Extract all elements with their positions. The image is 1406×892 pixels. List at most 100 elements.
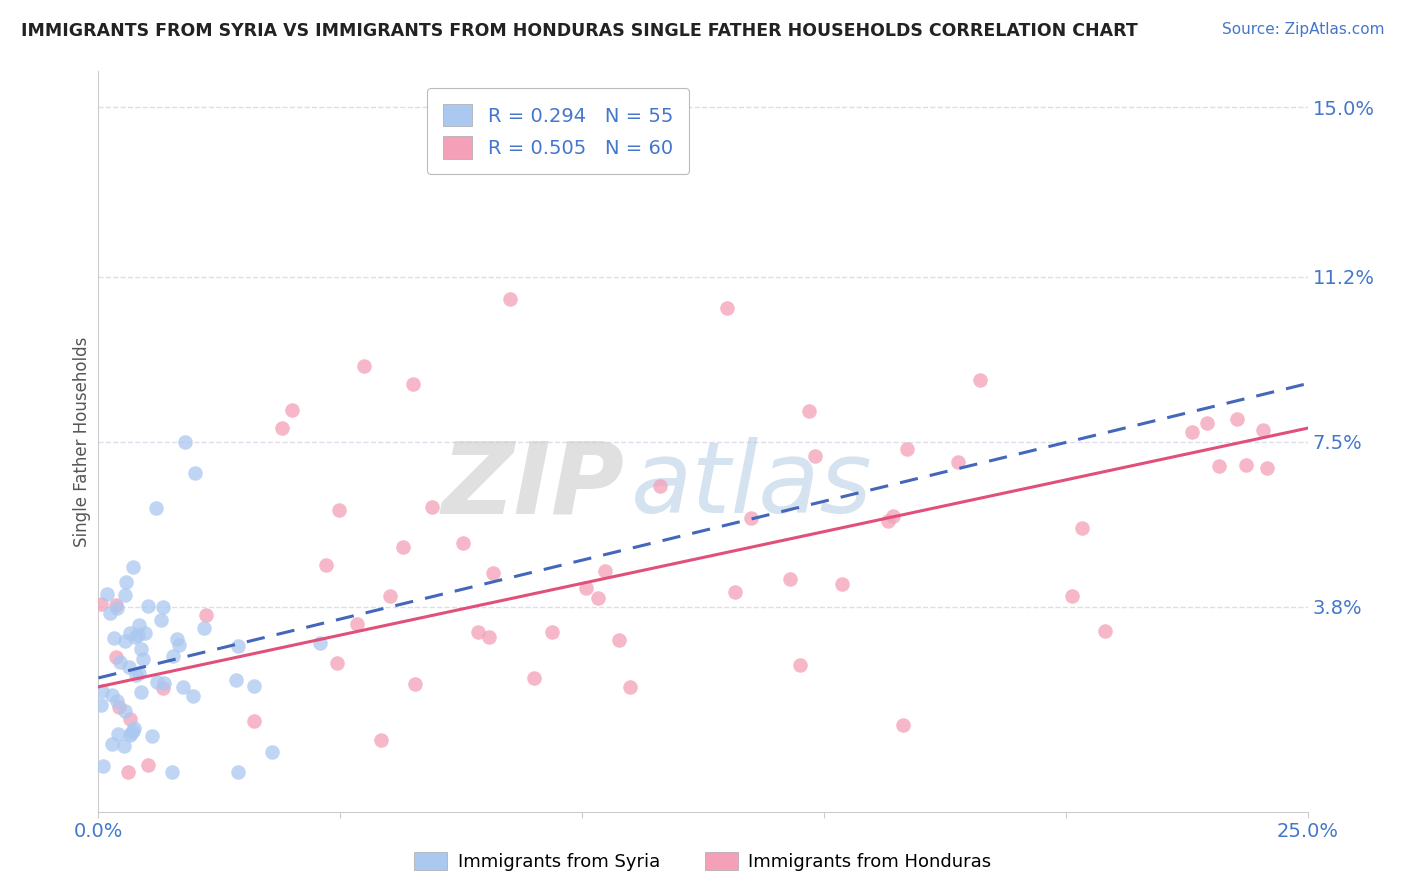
Point [619, 680, 641, 694]
Point [172, 680, 194, 694]
Point [162, 648, 184, 663]
Point [242, 679, 264, 693]
Point [193, 621, 215, 635]
Point [100, 688, 122, 702]
Point [108, 700, 131, 714]
Point [128, 618, 150, 632]
Point [114, 634, 136, 648]
Point [181, 689, 204, 703]
Point [184, 466, 207, 480]
Point [98, 607, 121, 621]
Point [107, 726, 129, 740]
Point [118, 660, 141, 674]
Point [876, 514, 898, 528]
Point [309, 635, 332, 649]
Point [131, 641, 153, 656]
Point [136, 758, 159, 772]
Point [724, 585, 747, 599]
Point [1195, 417, 1218, 431]
Point [453, 535, 475, 549]
Point [110, 655, 132, 669]
Point [226, 764, 249, 779]
Point [118, 712, 141, 726]
Point [122, 559, 145, 574]
Point [103, 631, 125, 645]
Point [174, 434, 197, 449]
Point [1060, 589, 1083, 603]
Point [225, 673, 247, 688]
Point [125, 668, 148, 682]
Point [969, 372, 991, 386]
Point [112, 739, 135, 753]
Point [420, 500, 443, 514]
Point [146, 675, 169, 690]
Point [607, 632, 630, 647]
Point [467, 624, 489, 639]
Point [370, 733, 392, 747]
Point [160, 764, 183, 779]
Point [194, 607, 217, 622]
Point [789, 657, 811, 672]
Point [804, 449, 827, 463]
Point [402, 376, 425, 391]
Point [595, 564, 617, 578]
Point [91, 759, 114, 773]
Point [131, 685, 153, 699]
Point [404, 677, 426, 691]
Text: atlas: atlas [630, 437, 872, 534]
Point [948, 455, 970, 469]
Point [120, 726, 142, 740]
Point [132, 652, 155, 666]
Point [105, 598, 128, 612]
Point [1256, 461, 1278, 475]
Point [392, 540, 415, 554]
Point [243, 714, 266, 728]
Point [101, 737, 124, 751]
Point [262, 745, 284, 759]
Text: ZIP: ZIP [441, 437, 624, 534]
Point [326, 657, 349, 671]
Point [90, 698, 112, 712]
Point [149, 613, 172, 627]
Point [478, 630, 501, 644]
Point [575, 582, 598, 596]
Point [1181, 425, 1204, 439]
Point [117, 764, 139, 779]
Point [90, 597, 112, 611]
Point [127, 627, 149, 641]
Point [104, 649, 127, 664]
Point [96, 587, 118, 601]
Point [114, 704, 136, 718]
Point [91, 683, 114, 698]
Text: Source: ZipAtlas.com: Source: ZipAtlas.com [1222, 22, 1385, 37]
Point [152, 681, 174, 695]
Point [588, 591, 610, 605]
Point [281, 403, 304, 417]
Point [136, 599, 159, 614]
Point [831, 577, 853, 591]
Point [891, 718, 914, 732]
Point [541, 625, 564, 640]
Legend: Immigrants from Syria, Immigrants from Honduras: Immigrants from Syria, Immigrants from H… [408, 845, 998, 879]
Point [128, 666, 150, 681]
Legend: R = 0.294   N = 55, R = 0.505   N = 60: R = 0.294 N = 55, R = 0.505 N = 60 [427, 88, 689, 174]
Point [122, 722, 145, 736]
Point [226, 640, 249, 654]
Point [118, 729, 141, 743]
Point [153, 676, 176, 690]
Point [1094, 624, 1116, 638]
Point [145, 501, 167, 516]
Point [1236, 458, 1258, 473]
Point [882, 509, 904, 524]
Point [328, 503, 350, 517]
Point [167, 638, 190, 652]
Point [779, 572, 801, 586]
Point [122, 724, 145, 739]
Point [1226, 412, 1249, 426]
Point [353, 359, 375, 373]
Point [523, 671, 546, 685]
Point [1253, 423, 1275, 437]
Point [740, 511, 762, 525]
Point [799, 404, 821, 418]
Point [105, 693, 128, 707]
